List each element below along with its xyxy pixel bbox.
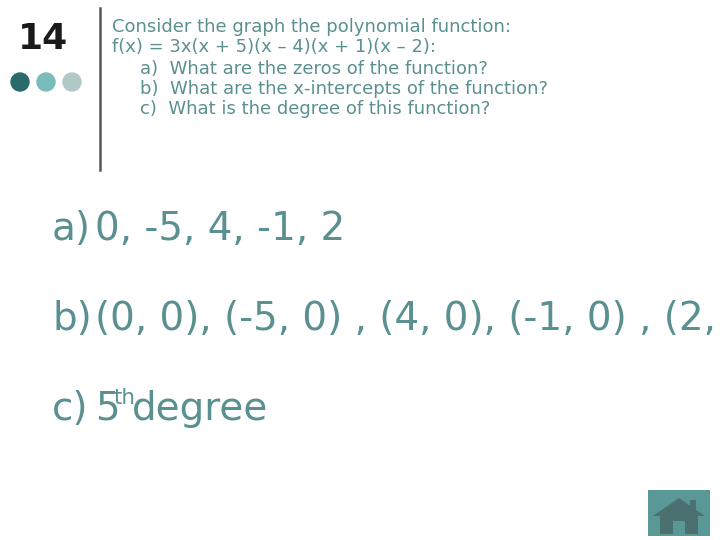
Text: 5: 5 <box>95 390 120 428</box>
Text: b)  What are the x-intercepts of the function?: b) What are the x-intercepts of the func… <box>140 80 548 98</box>
Text: a)  What are the zeros of the function?: a) What are the zeros of the function? <box>140 60 488 78</box>
Circle shape <box>11 73 29 91</box>
Text: a): a) <box>52 210 91 248</box>
Text: th: th <box>113 388 135 408</box>
FancyBboxPatch shape <box>690 500 696 510</box>
Text: f(x) = 3x(x + 5)(x – 4)(x + 1)(x – 2):: f(x) = 3x(x + 5)(x – 4)(x + 1)(x – 2): <box>112 38 436 56</box>
Text: Consider the graph the polynomial function:: Consider the graph the polynomial functi… <box>112 18 511 36</box>
Text: degree: degree <box>132 390 269 428</box>
FancyBboxPatch shape <box>673 521 685 534</box>
FancyBboxPatch shape <box>648 490 710 536</box>
Text: 14: 14 <box>18 22 68 56</box>
Text: b): b) <box>52 300 91 338</box>
Circle shape <box>37 73 55 91</box>
Polygon shape <box>653 498 705 516</box>
FancyBboxPatch shape <box>660 514 698 534</box>
Text: c): c) <box>52 390 89 428</box>
Text: 0, -5, 4, -1, 2: 0, -5, 4, -1, 2 <box>95 210 346 248</box>
Circle shape <box>63 73 81 91</box>
Text: (0, 0), (-5, 0) , (4, 0), (-1, 0) , (2, 0): (0, 0), (-5, 0) , (4, 0), (-1, 0) , (2, … <box>95 300 720 338</box>
Text: c)  What is the degree of this function?: c) What is the degree of this function? <box>140 100 490 118</box>
